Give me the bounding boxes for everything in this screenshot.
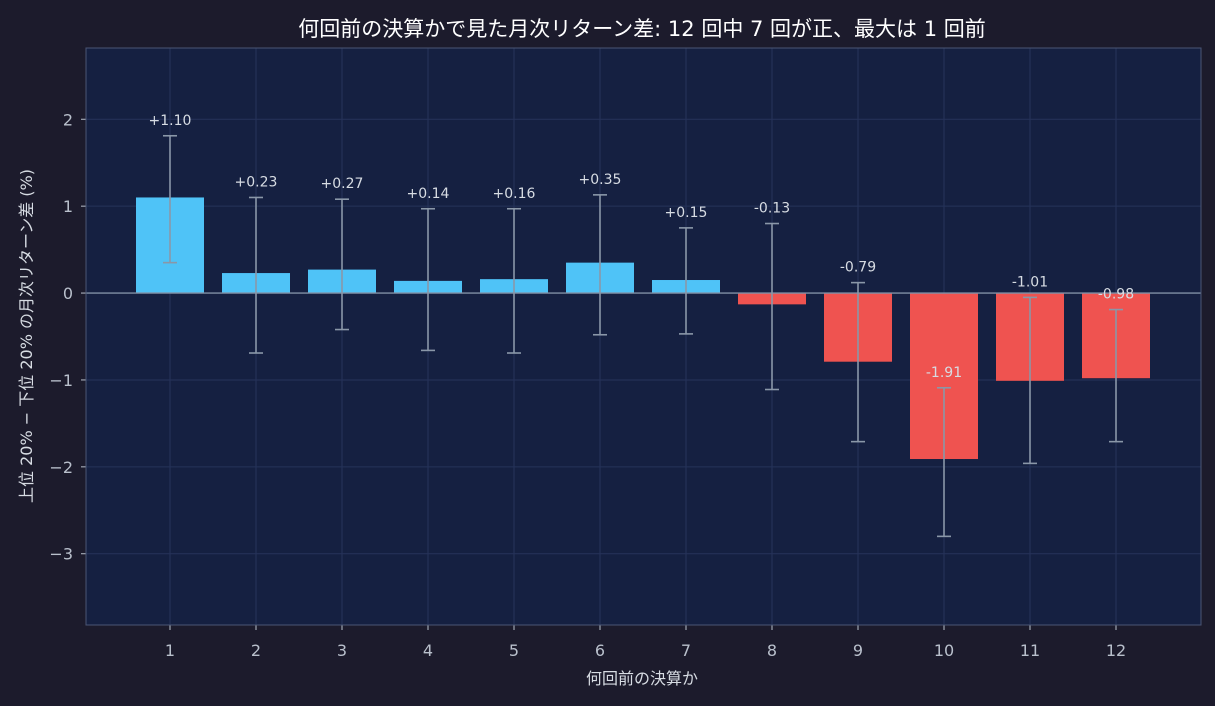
x-tick-label: 5 <box>509 641 519 660</box>
bars <box>136 197 1150 460</box>
error-bar-4 <box>421 207 435 352</box>
x-tick-label: 8 <box>767 641 777 660</box>
x-tick-label: 9 <box>853 641 863 660</box>
x-tick-label: 7 <box>681 641 691 660</box>
x-tick-label: 6 <box>595 641 605 660</box>
plot-frame <box>85 47 1202 626</box>
value-label-9: -0.79 <box>840 260 876 276</box>
y-tick-label: 0 <box>63 284 73 303</box>
error-bar-9 <box>851 281 865 443</box>
error-bar-3 <box>335 198 349 331</box>
value-label-5: +0.16 <box>493 186 536 202</box>
error-bar-8 <box>765 222 779 391</box>
value-label-7: +0.15 <box>665 205 708 221</box>
y-tick-label: 2 <box>63 110 73 129</box>
value-label-12: -0.98 <box>1098 287 1134 303</box>
value-label-1: +1.10 <box>149 113 192 129</box>
value-labels: +1.10 +0.23 +0.27 +0.14 +0.16 +0.35 +0.15 -0.13… <box>149 113 1135 381</box>
value-label-8: -0.13 <box>754 201 790 217</box>
error-bar-10 <box>937 386 951 538</box>
value-label-10: -1.91 <box>926 365 962 381</box>
value-label-11: -1.01 <box>1012 274 1048 290</box>
x-tick-label: 10 <box>934 641 954 660</box>
x-tick-label: 1 <box>165 641 175 660</box>
error-bar-6 <box>593 194 607 336</box>
y-axis-label: 上位 20% − 下位 20% の月次リターン差 (%) <box>17 169 36 503</box>
x-axis-label: 何回前の決算か <box>586 669 698 688</box>
y-tick-label: −2 <box>49 458 73 477</box>
error-bar-7 <box>679 227 693 335</box>
error-bar-2 <box>249 196 263 354</box>
value-label-2: +0.23 <box>235 174 278 190</box>
x-tick-label: 2 <box>251 641 261 660</box>
x-tick-label: 11 <box>1020 641 1040 660</box>
error-bar-1 <box>163 134 177 264</box>
error-bar-12 <box>1109 308 1123 443</box>
error-bar-11 <box>1023 296 1037 465</box>
y-tick-label: 1 <box>63 197 73 216</box>
x-tick-label: 12 <box>1106 641 1126 660</box>
chart-title: 何回前の決算かで見た月次リターン差: 12 回中 7 回が正、最大は 1 回前 <box>298 17 986 41</box>
value-label-4: +0.14 <box>407 186 450 202</box>
value-label-3: +0.27 <box>321 176 364 192</box>
y-axis-ticks: 2 1 0 −1 −2 −3 <box>49 110 86 564</box>
error-bar-5 <box>507 207 521 354</box>
y-tick-label: −3 <box>49 545 73 564</box>
y-tick-label: −1 <box>49 371 73 390</box>
x-tick-label: 3 <box>337 641 347 660</box>
x-axis-ticks: 1 2 3 4 5 6 7 8 9 10 11 12 <box>165 625 1126 660</box>
error-bars <box>163 134 1123 538</box>
value-label-6: +0.35 <box>579 172 622 188</box>
x-tick-label: 4 <box>423 641 433 660</box>
